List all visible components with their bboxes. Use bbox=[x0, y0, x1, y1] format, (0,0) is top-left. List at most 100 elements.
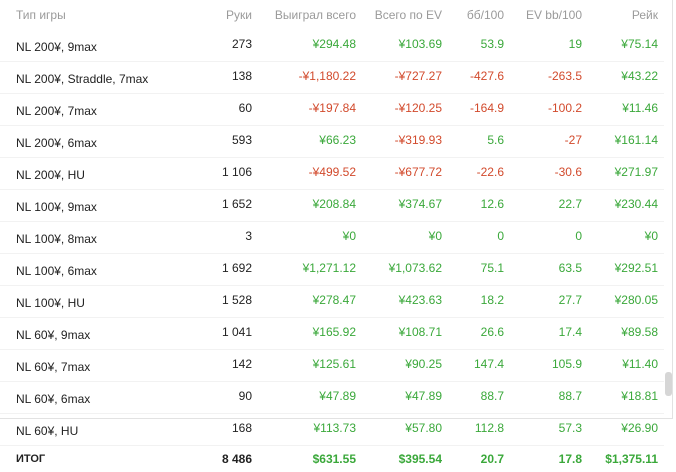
row-bb100: 5.6 bbox=[448, 126, 510, 158]
row-won: ¥278.47 bbox=[258, 286, 362, 318]
column-header-ev-total[interactable]: Всего по EV bbox=[362, 0, 448, 30]
row-won: ¥165.92 bbox=[258, 318, 362, 350]
row-game-type: NL 200¥, 7max bbox=[0, 94, 200, 126]
column-header-won-total[interactable]: Выиграл всего bbox=[258, 0, 362, 30]
row-ev: -¥319.93 bbox=[362, 126, 448, 158]
row-won: ¥47.89 bbox=[258, 382, 362, 414]
total-label: ИТОГ bbox=[0, 446, 200, 472]
column-header-bb100[interactable]: бб/100 bbox=[448, 0, 510, 30]
row-ev: -¥120.25 bbox=[362, 94, 448, 126]
row-hands: 1 041 bbox=[200, 318, 258, 350]
column-header-rake[interactable]: Рейк bbox=[588, 0, 664, 30]
row-rake: ¥11.40 bbox=[588, 350, 664, 382]
row-hands: 90 bbox=[200, 382, 258, 414]
table-footer: ИТОГ 8 486 $631.55 $395.54 20.7 17.8 $1,… bbox=[0, 446, 664, 472]
row-won: ¥1,271.12 bbox=[258, 254, 362, 286]
row-hands: 3 bbox=[200, 222, 258, 254]
row-ev-bb100: 63.5 bbox=[510, 254, 588, 286]
row-ev: ¥1,073.62 bbox=[362, 254, 448, 286]
total-won: $631.55 bbox=[258, 446, 362, 472]
row-hands: 1 692 bbox=[200, 254, 258, 286]
row-won: ¥113.73 bbox=[258, 414, 362, 446]
row-won: -¥197.84 bbox=[258, 94, 362, 126]
row-ev-bb100: 105.9 bbox=[510, 350, 588, 382]
row-game-type: NL 200¥, 9max bbox=[0, 30, 200, 62]
row-game-type: NL 200¥, 6max bbox=[0, 126, 200, 158]
row-game-type: NL 200¥, Straddle, 7max bbox=[0, 62, 200, 94]
row-game-type: NL 60¥, 7max bbox=[0, 350, 200, 382]
row-ev-bb100: -263.5 bbox=[510, 62, 588, 94]
row-hands: 273 bbox=[200, 30, 258, 62]
column-header-hands[interactable]: Руки bbox=[200, 0, 258, 30]
row-won: ¥0 bbox=[258, 222, 362, 254]
row-bb100: 12.6 bbox=[448, 190, 510, 222]
row-ev: ¥47.89 bbox=[362, 382, 448, 414]
row-rake: ¥0 bbox=[588, 222, 664, 254]
total-bb100: 20.7 bbox=[448, 446, 510, 472]
total-row: ИТОГ 8 486 $631.55 $395.54 20.7 17.8 $1,… bbox=[0, 446, 664, 472]
row-ev-bb100: 0 bbox=[510, 222, 588, 254]
row-ev-bb100: 57.3 bbox=[510, 414, 588, 446]
row-game-type: NL 100¥, 6max bbox=[0, 254, 200, 286]
row-ev: ¥374.67 bbox=[362, 190, 448, 222]
row-won: ¥125.61 bbox=[258, 350, 362, 382]
total-ev: $395.54 bbox=[362, 446, 448, 472]
row-hands: 1 106 bbox=[200, 158, 258, 190]
row-bb100: -164.9 bbox=[448, 94, 510, 126]
row-hands: 168 bbox=[200, 414, 258, 446]
row-ev: -¥727.27 bbox=[362, 62, 448, 94]
row-hands: 60 bbox=[200, 94, 258, 126]
row-bb100: 88.7 bbox=[448, 382, 510, 414]
column-header-ev-bb100[interactable]: EV bb/100 bbox=[510, 0, 588, 30]
vertical-scrollbar-thumb[interactable] bbox=[665, 372, 672, 396]
row-hands: 142 bbox=[200, 350, 258, 382]
row-rake: ¥280.05 bbox=[588, 286, 664, 318]
row-won: ¥66.23 bbox=[258, 126, 362, 158]
row-ev-bb100: 88.7 bbox=[510, 382, 588, 414]
column-header-game-type[interactable]: Тип игры bbox=[0, 0, 200, 30]
row-rake: ¥161.14 bbox=[588, 126, 664, 158]
row-ev-bb100: 22.7 bbox=[510, 190, 588, 222]
row-ev: ¥0 bbox=[362, 222, 448, 254]
row-game-type: NL 100¥, 8max bbox=[0, 222, 200, 254]
row-bb100: -427.6 bbox=[448, 62, 510, 94]
row-rake: ¥230.44 bbox=[588, 190, 664, 222]
stats-panel: Тип игры Руки Выиграл всего Всего по EV … bbox=[0, 0, 673, 419]
row-game-type: NL 60¥, HU bbox=[0, 414, 200, 446]
total-hands: 8 486 bbox=[200, 446, 258, 472]
row-ev: ¥90.25 bbox=[362, 350, 448, 382]
row-game-type: NL 100¥, HU bbox=[0, 286, 200, 318]
row-ev: ¥57.80 bbox=[362, 414, 448, 446]
row-game-type: NL 200¥, HU bbox=[0, 158, 200, 190]
row-rake: ¥18.81 bbox=[588, 382, 664, 414]
row-bb100: 112.8 bbox=[448, 414, 510, 446]
row-bb100: -22.6 bbox=[448, 158, 510, 190]
row-rake: ¥11.46 bbox=[588, 94, 664, 126]
row-won: ¥208.84 bbox=[258, 190, 362, 222]
row-bb100: 18.2 bbox=[448, 286, 510, 318]
row-ev: ¥103.69 bbox=[362, 30, 448, 62]
row-bb100: 75.1 bbox=[448, 254, 510, 286]
row-game-type: NL 100¥, 9max bbox=[0, 190, 200, 222]
row-hands: 1 528 bbox=[200, 286, 258, 318]
row-ev-bb100: 27.7 bbox=[510, 286, 588, 318]
row-rake: ¥75.14 bbox=[588, 30, 664, 62]
row-game-type: NL 60¥, 9max bbox=[0, 318, 200, 350]
row-ev-bb100: -100.2 bbox=[510, 94, 588, 126]
row-rake: ¥43.22 bbox=[588, 62, 664, 94]
